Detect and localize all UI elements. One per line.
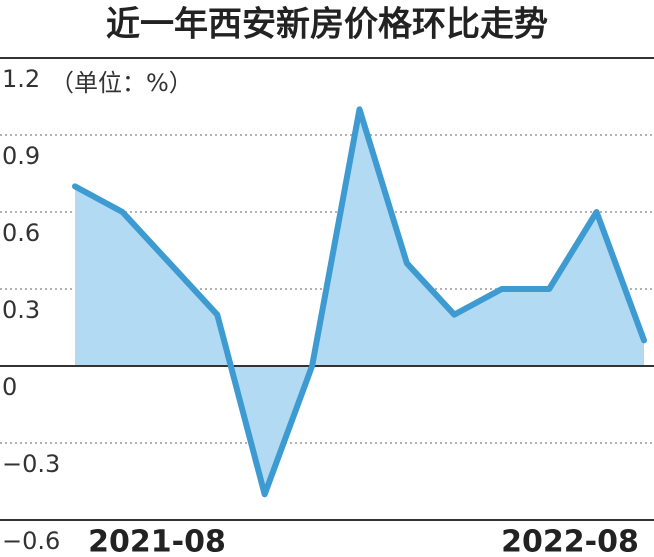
y-tick-label: 0.9	[2, 142, 40, 170]
y-tick-label: 0.3	[2, 296, 40, 324]
y-tick-label: −0.6	[2, 527, 60, 555]
line	[72, 106, 647, 498]
y-axis-label: （单位：%）	[50, 69, 193, 97]
chart-title: 近一年西安新房价格环比走势	[106, 5, 548, 45]
x-tick-label: 2021-08	[88, 525, 226, 557]
area	[75, 109, 644, 495]
y-tick-label: 1.2	[2, 65, 40, 93]
x-tick-label: 2022-08	[501, 525, 639, 557]
y-tick-label: 0	[2, 373, 17, 401]
y-tick-label: 0.6	[2, 219, 40, 247]
y-tick-label: −0.3	[2, 450, 60, 478]
